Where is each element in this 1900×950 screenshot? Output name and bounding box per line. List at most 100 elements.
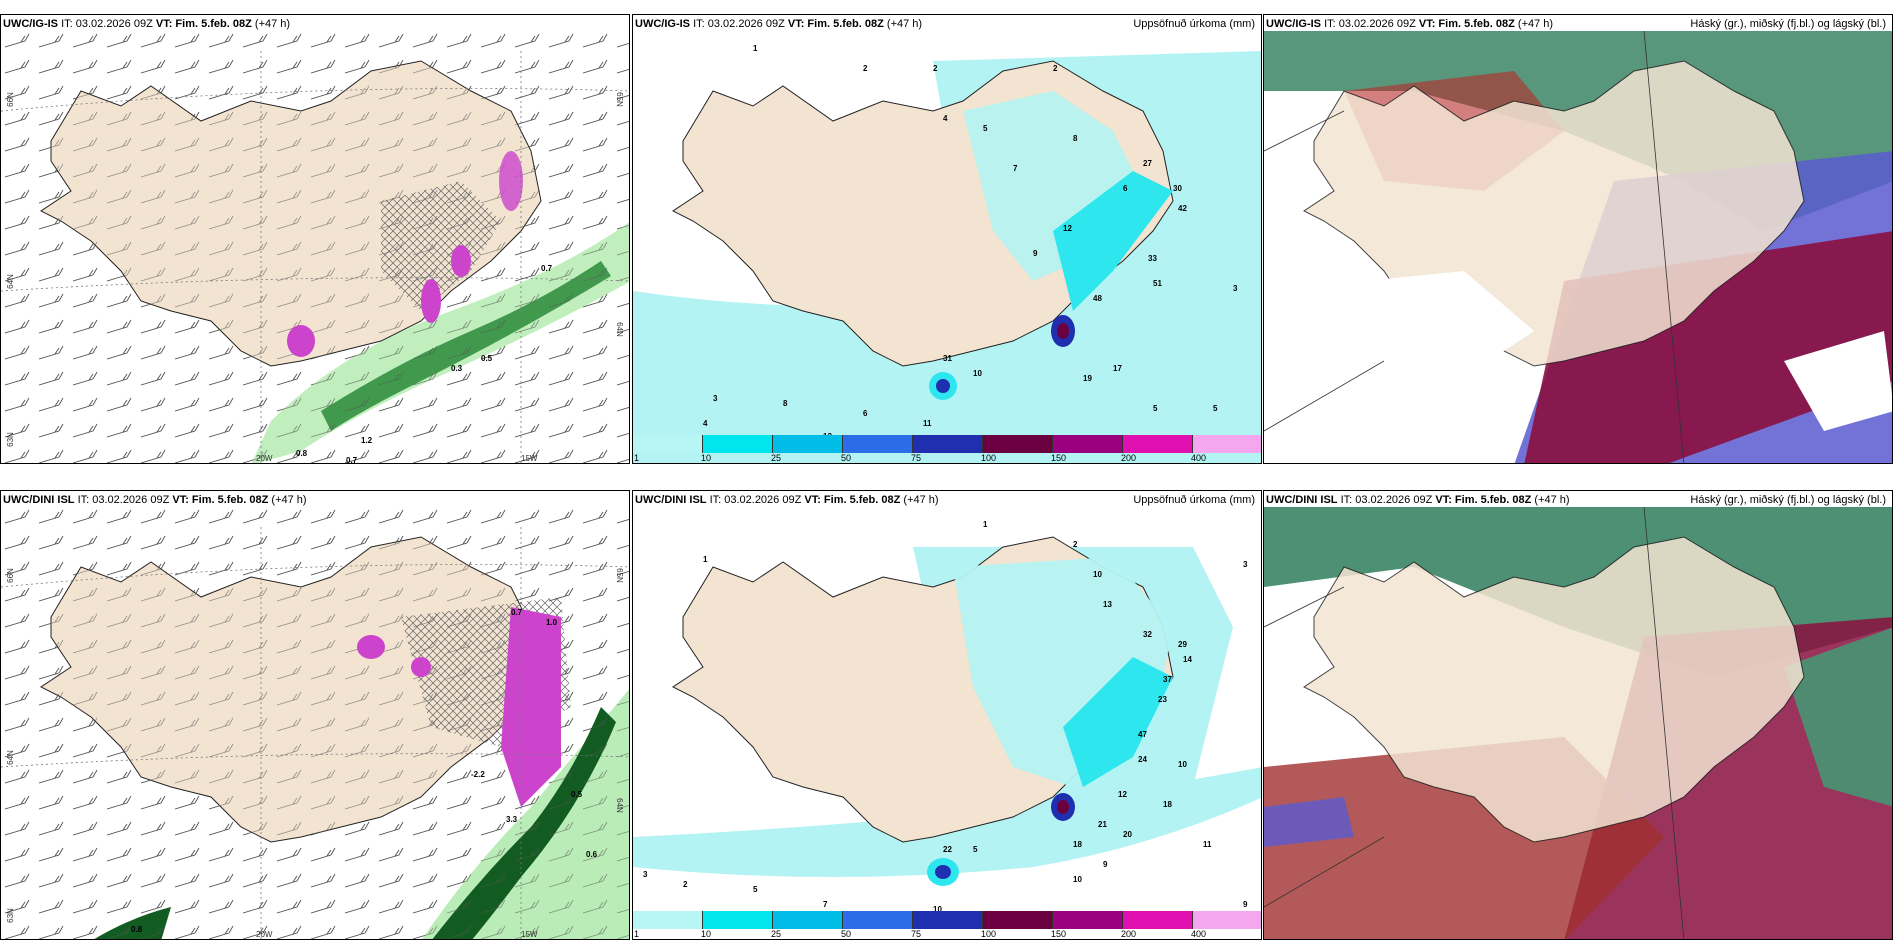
value-label: 10 (1178, 760, 1187, 769)
value-label: 2 (863, 64, 868, 73)
value-label: 22 (943, 845, 952, 854)
value-label: 2 (683, 880, 688, 889)
lat-label: 63N (5, 432, 15, 447)
vt-label: VT: (787, 18, 805, 30)
init-time: IT: 03.02.2026 09Z (77, 494, 170, 506)
wind-map: 0.7 0.5 0.8 1.2 0.7 0.3 (1, 31, 629, 463)
colorbar-tick: 100 (981, 453, 997, 463)
panel-title: Háský (gr.), miðský (fj.bl.) og lágský (… (1690, 494, 1886, 506)
value-label: 48 (1093, 294, 1102, 303)
vt-label: VT: (804, 494, 821, 506)
panel-header: UWC/IG-IS IT: 03.02.2026 09Z VT: Fim. 5.… (1266, 18, 1886, 30)
valid-time: Fim. 5.feb. 08Z (807, 18, 884, 30)
colorbar (633, 911, 1261, 929)
lead-time: (+47 h) (254, 18, 291, 30)
lead-time: (+47 h) (271, 494, 307, 506)
panel-title: Háský (gr.), miðský (fj.bl.) og lágský (… (1690, 18, 1886, 30)
lat-label: 64N (5, 274, 15, 289)
colorbar-tick: 1 (634, 929, 640, 939)
value-label: 30 (1173, 184, 1182, 193)
value-label: 5 (1213, 404, 1218, 413)
value-label: 24 (1138, 755, 1147, 764)
panel-dini-wind: UWC/DINI ISL IT: 03.02.2026 09Z VT: Fim.… (0, 490, 630, 940)
lat-label: 66N (5, 92, 15, 107)
value-label: -2.2 (471, 770, 485, 779)
init-time: IT: 03.02.2026 09Z (1324, 18, 1416, 30)
model-name: UWC/DINI ISL (635, 494, 707, 506)
colorbar-bin (913, 911, 983, 929)
valid-time: Fim. 5.feb. 08Z (823, 494, 901, 506)
init-time: IT: 03.02.2026 09Z (709, 494, 802, 506)
valid-time: Fim. 5.feb. 08Z (1454, 494, 1532, 506)
colorbar-tick: 100 (981, 929, 997, 939)
model-name: UWC/IG-IS (635, 18, 690, 30)
value-label: 32 (1143, 630, 1152, 639)
value-label: 19 (1083, 374, 1092, 383)
value-label: 4 (943, 114, 948, 123)
value-label: 0.5 (481, 354, 493, 363)
colorbar-bin (843, 911, 913, 929)
value-label: 2 (933, 64, 938, 73)
colorbar-tick: 400 (1191, 929, 1207, 939)
colorbar-tick: 50 (841, 453, 852, 463)
value-label: 6 (1123, 184, 1128, 193)
lat-label-right: 64N (615, 322, 625, 337)
value-label: 1.2 (361, 436, 373, 445)
value-label: 51 (1153, 279, 1162, 288)
value-label: 33 (1148, 254, 1157, 263)
value-label: 21 (1098, 820, 1107, 829)
value-label: 27 (1143, 159, 1152, 168)
init-time: IT: 03.02.2026 09Z (693, 18, 785, 30)
panel-title: Uppsöfnuð úrkoma (mm) (1133, 18, 1255, 30)
panel-header: UWC/IG-IS IT: 03.02.2026 09Z VT: Fim. 5.… (3, 18, 623, 30)
colorbar-bin (633, 911, 703, 929)
value-label: 10 (973, 369, 982, 378)
value-label: 1 (983, 520, 988, 529)
colorbar-bin (913, 435, 983, 453)
colorbar-bin (703, 435, 773, 453)
precip-map: 1 1 2 3 10 13 32 29 37 23 14 47 24 10 12… (633, 507, 1261, 939)
colorbar-tick: 25 (771, 453, 782, 463)
value-label: 0.5 (571, 790, 583, 799)
panel-header: UWC/IG-IS IT: 03.02.2026 09Z VT: Fim. 5.… (635, 18, 1255, 30)
model-name: UWC/DINI ISL (1266, 494, 1338, 506)
value-label: 23 (1158, 695, 1167, 704)
value-label: 0.6 (586, 850, 598, 859)
colorbar-bin (1053, 435, 1123, 453)
vt-label: VT: (1435, 494, 1452, 506)
value-label: 10 (933, 905, 942, 914)
wind-map: 0.7 1.0 -2.2 0.5 0.6 0.8 3.3 (1, 507, 629, 939)
model-name: UWC/IG-IS (1266, 18, 1321, 30)
colorbar (633, 435, 1261, 453)
value-label: 10 (1073, 875, 1082, 884)
value-label: 7 (1013, 164, 1018, 173)
valid-time: Fim. 5.feb. 08Z (175, 18, 252, 30)
colorbar-bin (1193, 911, 1261, 929)
value-label: 1.0 (546, 618, 558, 627)
value-label: 3 (1233, 284, 1238, 293)
value-label: 37 (1163, 675, 1172, 684)
colorbar-tick: 200 (1121, 453, 1137, 463)
lon-label: 20W (256, 930, 273, 939)
model-name: UWC/IG-IS (3, 18, 58, 30)
value-label: 9 (1243, 900, 1248, 909)
cloud-map (1264, 31, 1892, 463)
colorbar-tick: 400 (1191, 453, 1207, 463)
panel-dini-clouds: UWC/DINI ISL IT: 03.02.2026 09Z VT: Fim.… (1263, 490, 1893, 940)
value-label: 42 (1178, 204, 1187, 213)
colorbar-bin (773, 911, 843, 929)
value-label: 0.8 (296, 449, 308, 458)
value-label: 7 (823, 900, 828, 909)
colorbar-bin (843, 435, 913, 453)
value-label: 9 (1033, 249, 1038, 258)
value-label: 5 (973, 845, 978, 854)
value-label: 0.3 (451, 364, 463, 373)
vt-label: VT: (172, 494, 189, 506)
value-label: 1 (703, 555, 708, 564)
lat-label: 66N (5, 568, 15, 583)
value-label: 29 (1178, 640, 1187, 649)
colorbar-bin (1123, 435, 1193, 453)
lon-label: 15W (521, 930, 538, 939)
colorbar-bin (983, 911, 1053, 929)
panel-header: UWC/DINI ISL IT: 03.02.2026 09Z VT: Fim.… (3, 494, 313, 507)
